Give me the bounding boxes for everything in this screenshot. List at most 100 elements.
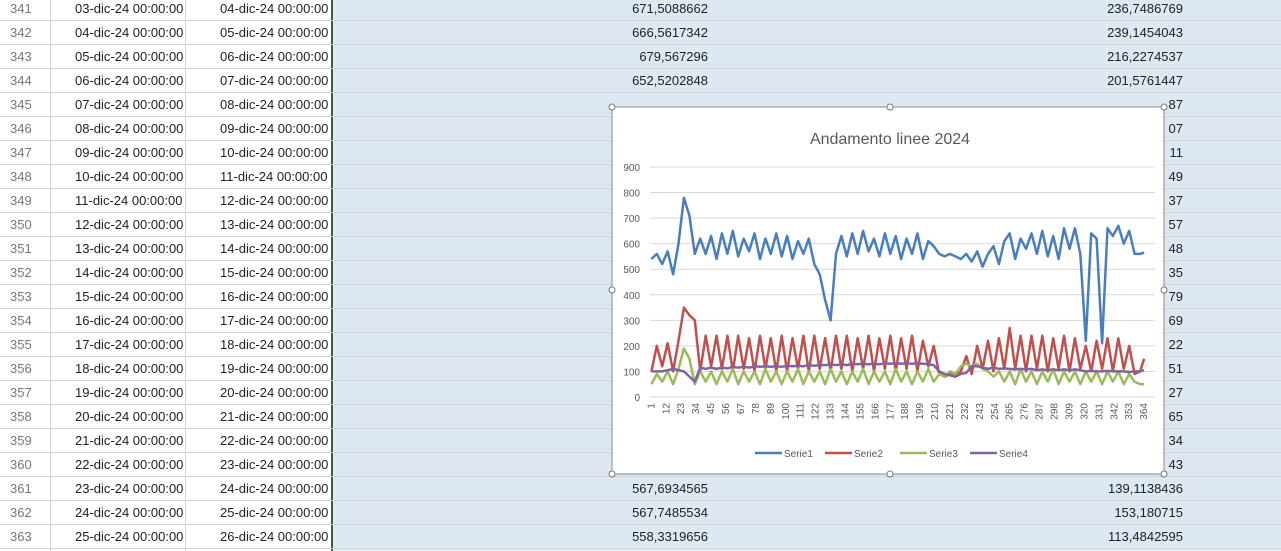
end-date: 15-dic-24 00:00:00	[220, 265, 329, 280]
x-tick-label: 177	[885, 403, 896, 420]
start-date: 03-dic-24 00:00:00	[75, 1, 184, 16]
end-date: 12-dic-24 00:00:00	[220, 193, 329, 208]
x-tick-label: 265	[1005, 403, 1016, 420]
end-date: 13-dic-24 00:00:00	[220, 217, 329, 232]
start-date: 15-dic-24 00:00:00	[75, 289, 184, 304]
series-line	[650, 347, 1145, 386]
end-date: 11-dic-24 00:00:00	[220, 169, 328, 184]
x-tick-label: 45	[706, 403, 717, 415]
col-sep	[50, 0, 51, 551]
value-e: 11	[1169, 145, 1184, 160]
row-number: 356	[10, 361, 32, 376]
x-tick-label: 78	[751, 403, 762, 415]
start-date: 11-dic-24 00:00:00	[75, 193, 183, 208]
value-e: 37	[1168, 193, 1183, 208]
x-tick-label: 23	[676, 403, 687, 415]
row-line	[0, 92, 1281, 93]
row-line	[0, 68, 1281, 69]
start-date: 06-dic-24 00:00:00	[75, 73, 184, 88]
end-date: 16-dic-24 00:00:00	[220, 289, 329, 304]
value-d: 666,5617342	[632, 25, 708, 40]
row-line	[0, 524, 1281, 525]
row-number: 350	[10, 217, 32, 232]
start-date: 13-dic-24 00:00:00	[75, 241, 184, 256]
x-tick-label: 342	[1109, 403, 1120, 420]
x-tick-label: 155	[855, 403, 866, 420]
start-date: 20-dic-24 00:00:00	[75, 409, 184, 424]
x-tick-label: 34	[691, 403, 702, 415]
legend-label: Serie3	[929, 449, 958, 460]
row-line	[0, 44, 1281, 45]
x-tick-label: 1	[646, 403, 657, 409]
row-number: 358	[10, 409, 32, 424]
value-e: 27	[1168, 385, 1183, 400]
row-number: 341	[10, 1, 32, 16]
value-e: 43	[1168, 457, 1183, 472]
end-date: 14-dic-24 00:00:00	[220, 241, 329, 256]
start-date: 16-dic-24 00:00:00	[75, 313, 184, 328]
value-e: 57	[1168, 217, 1183, 232]
row-number: 360	[10, 457, 32, 472]
start-date: 17-dic-24 00:00:00	[75, 337, 184, 352]
value-d: 671,5088662	[632, 1, 708, 16]
end-date: 17-dic-24 00:00:00	[220, 313, 329, 328]
value-e: 48	[1168, 241, 1183, 256]
end-date: 04-dic-24 00:00:00	[220, 1, 329, 16]
x-tick-label: 254	[990, 403, 1001, 420]
x-tick-label: 166	[870, 403, 881, 420]
end-date: 20-dic-24 00:00:00	[220, 385, 329, 400]
end-date: 05-dic-24 00:00:00	[220, 25, 329, 40]
value-e: 69	[1168, 313, 1183, 328]
row-number: 361	[10, 481, 32, 496]
x-tick-label: 320	[1079, 403, 1090, 420]
value-e: 113,4842595	[1108, 529, 1183, 544]
value-e: 79	[1168, 289, 1183, 304]
value-e: 216,2274537	[1107, 49, 1183, 64]
end-date: 25-dic-24 00:00:00	[220, 505, 329, 520]
end-date: 10-dic-24 00:00:00	[220, 145, 329, 160]
end-date: 24-dic-24 00:00:00	[220, 481, 329, 496]
series-line	[650, 306, 1146, 378]
row-number: 343	[10, 49, 32, 64]
start-date: 14-dic-24 00:00:00	[75, 265, 184, 280]
x-tick-label: 144	[840, 403, 851, 420]
end-date: 07-dic-24 00:00:00	[220, 73, 329, 88]
value-e: 201,5761447	[1107, 73, 1183, 88]
start-date: 12-dic-24 00:00:00	[75, 217, 184, 232]
y-tick-label: 700	[623, 214, 640, 225]
x-tick-label: 364	[1139, 403, 1150, 420]
row-number: 346	[10, 121, 32, 136]
y-tick-label: 900	[623, 163, 640, 174]
x-tick-label: 67	[736, 403, 747, 415]
start-date: 08-dic-24 00:00:00	[75, 121, 184, 136]
row-number: 357	[10, 385, 32, 400]
value-e: 239,1454043	[1107, 25, 1183, 40]
row-line	[0, 20, 1281, 21]
x-tick-label: 133	[826, 403, 837, 420]
start-date: 22-dic-24 00:00:00	[75, 457, 184, 472]
legend-label: Serie2	[854, 449, 883, 460]
start-date: 10-dic-24 00:00:00	[75, 169, 184, 184]
row-number: 349	[10, 193, 32, 208]
handles	[608, 103, 1168, 478]
y-tick-label: 500	[623, 265, 640, 276]
y-tick-label: 400	[623, 291, 640, 302]
row-number: 355	[10, 337, 32, 352]
selection-edge	[331, 0, 333, 551]
chart[interactable]: Andamento linee 2024 0 100 200 300 400 500 600…	[608, 103, 1168, 478]
x-tick-label: 287	[1035, 403, 1046, 420]
value-e: 22	[1168, 337, 1183, 352]
value-d: 679,567296	[639, 49, 708, 64]
row-line	[0, 476, 1281, 477]
row-number: 352	[10, 265, 32, 280]
start-date: 05-dic-24 00:00:00	[75, 49, 184, 64]
start-date: 09-dic-24 00:00:00	[75, 145, 184, 160]
start-date: 18-dic-24 00:00:00	[75, 361, 184, 376]
value-e: 07	[1168, 121, 1183, 136]
y-tick-label: 800	[623, 189, 640, 200]
row-line	[0, 548, 1281, 549]
end-date: 19-dic-24 00:00:00	[220, 361, 329, 376]
row-number: 344	[10, 73, 32, 88]
x-tick-label: 232	[960, 403, 971, 420]
